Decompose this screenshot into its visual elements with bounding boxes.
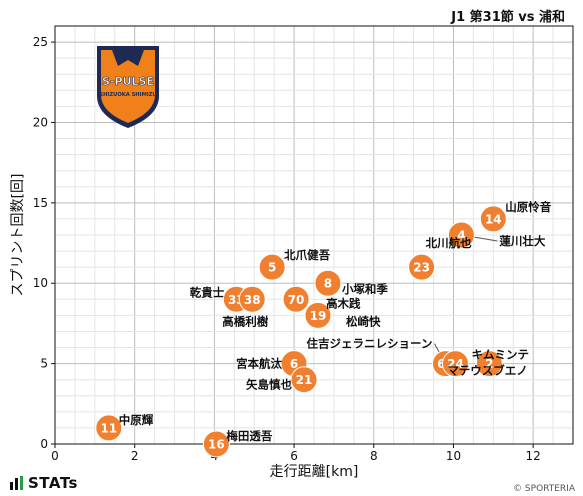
data-points: 144235833387019662426211116 bbox=[95, 205, 507, 458]
point-name: 高木践 bbox=[326, 296, 361, 310]
point-number: 70 bbox=[288, 293, 305, 307]
point-number: 21 bbox=[296, 373, 313, 387]
logo-text-top: S-PULSE bbox=[102, 75, 154, 88]
y-tick-label: 20 bbox=[33, 115, 48, 129]
point-name: 住吉ジェラニレショーン bbox=[307, 337, 433, 351]
point-name: 宮本航汰 bbox=[236, 357, 282, 371]
point-name: 中原輝 bbox=[119, 413, 154, 427]
logo-text-bottom: SHIZUOKA SHIMIZU bbox=[99, 92, 156, 98]
point-number: 8 bbox=[324, 277, 332, 291]
point-name: 北爪健吾 bbox=[284, 248, 330, 262]
match-title: J1 第31節 vs 浦和 bbox=[451, 10, 565, 25]
x-axis-label: 走行距離[km] bbox=[270, 463, 359, 480]
point-marker bbox=[304, 301, 332, 329]
point-name: 山原怜音 bbox=[505, 200, 551, 214]
stats-bars-icon bbox=[10, 476, 23, 490]
x-tick-label: 0 bbox=[51, 449, 59, 463]
point-marker bbox=[95, 414, 123, 442]
point-number: 16 bbox=[208, 438, 225, 452]
x-tick-label: 8 bbox=[370, 449, 378, 463]
point-number: 38 bbox=[244, 293, 261, 307]
point-marker bbox=[408, 253, 436, 281]
logo-shield-fill bbox=[101, 50, 155, 123]
y-axis-label: スプリント回数[回] bbox=[10, 174, 26, 297]
point-number: 11 bbox=[100, 421, 117, 435]
point-number: 24 bbox=[447, 357, 464, 371]
point-number: 2 bbox=[485, 357, 493, 371]
point-name: 小塚和季 bbox=[341, 282, 388, 296]
y-tick-label: 15 bbox=[33, 196, 48, 210]
point-marker bbox=[258, 253, 286, 281]
point-marker bbox=[475, 350, 503, 378]
point-marker bbox=[441, 350, 469, 378]
stats-label: STATs bbox=[28, 474, 78, 492]
point-name: 蓮川壮大 bbox=[499, 234, 545, 248]
point-number: 5 bbox=[268, 261, 276, 275]
point-marker bbox=[447, 221, 475, 249]
point-number: 19 bbox=[310, 309, 327, 323]
point-number: 6 bbox=[290, 357, 298, 371]
point-marker bbox=[238, 285, 266, 313]
y-tick-label: 10 bbox=[33, 276, 48, 290]
x-tick-label: 2 bbox=[131, 449, 139, 463]
point-name: 松崎快 bbox=[346, 314, 381, 328]
point-name: 高橋利樹 bbox=[222, 314, 268, 328]
point-number: 14 bbox=[485, 212, 502, 226]
plot-frame bbox=[54, 25, 574, 445]
point-name: 矢島慎也 bbox=[246, 378, 292, 392]
y-tick-label: 5 bbox=[40, 357, 48, 371]
point-name: マテウスブエノ bbox=[447, 364, 528, 378]
point-number: 23 bbox=[413, 261, 430, 275]
point-marker bbox=[479, 205, 507, 233]
x-tick-label: 12 bbox=[526, 449, 541, 463]
team-logo: S-PULSE SHIZUOKA SHIMIZU bbox=[97, 46, 159, 128]
x-tick-label: 10 bbox=[446, 449, 461, 463]
stats-logo: STATs bbox=[10, 474, 78, 492]
point-name: キムミンテ bbox=[471, 348, 529, 362]
point-marker bbox=[282, 285, 310, 313]
credit-text: © SPORTERIA bbox=[513, 484, 575, 494]
point-name: 乾貴士 bbox=[190, 285, 225, 299]
x-tick-label: 6 bbox=[290, 449, 298, 463]
y-tick-label: 0 bbox=[40, 437, 48, 451]
point-name: 北川航也 bbox=[426, 236, 472, 250]
point-marker bbox=[314, 269, 342, 297]
y-tick-label: 25 bbox=[33, 35, 48, 49]
point-marker bbox=[290, 366, 318, 394]
point-number: 4 bbox=[457, 229, 465, 243]
logo-mountain-icon bbox=[112, 50, 144, 66]
point-name: 梅田透吾 bbox=[226, 429, 272, 443]
point-marker bbox=[202, 430, 230, 458]
